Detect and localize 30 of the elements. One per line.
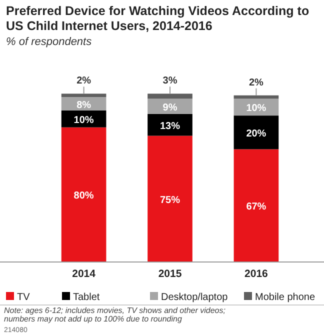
bar: [148, 94, 192, 99]
data-label: 67%: [246, 202, 266, 213]
data-label: 3%: [162, 76, 178, 87]
data-label: 9%: [162, 102, 178, 114]
bar: [148, 136, 192, 262]
legend-label: TV: [17, 292, 30, 303]
chart-subtitle: % of respondents: [6, 36, 92, 48]
legend-label: Tablet: [73, 292, 100, 303]
bar: [234, 149, 279, 262]
bar: [61, 127, 106, 262]
data-label: 2%: [248, 77, 264, 88]
data-label: 75%: [160, 194, 180, 206]
legend-label: Desktop/laptop: [161, 292, 228, 303]
data-label: 2%: [76, 76, 92, 87]
x-tick-label: 2016: [244, 268, 268, 280]
data-label: 10%: [74, 114, 94, 126]
data-label: 80%: [74, 190, 94, 202]
legend-label: Mobile phone: [255, 292, 316, 303]
bar: [148, 98, 192, 114]
data-label: 13%: [160, 120, 180, 132]
data-label: 10%: [246, 103, 266, 114]
text: Note: ages 6-12; includes movies, TV shows and other videos; numbers may not add up to 100% due to rounding: [4, 306, 226, 324]
bar: [234, 116, 279, 150]
x-tick-label: 2014: [72, 268, 96, 280]
chart-title: Preferred Device for Watching Videos According to US Child Internet Users, 2014-2016: [6, 4, 310, 33]
data-label: 8%: [76, 100, 92, 111]
x-tick-label: 2015: [158, 268, 182, 280]
bar: [148, 114, 192, 136]
bar: [61, 94, 106, 98]
data-label: 20%: [246, 128, 266, 140]
